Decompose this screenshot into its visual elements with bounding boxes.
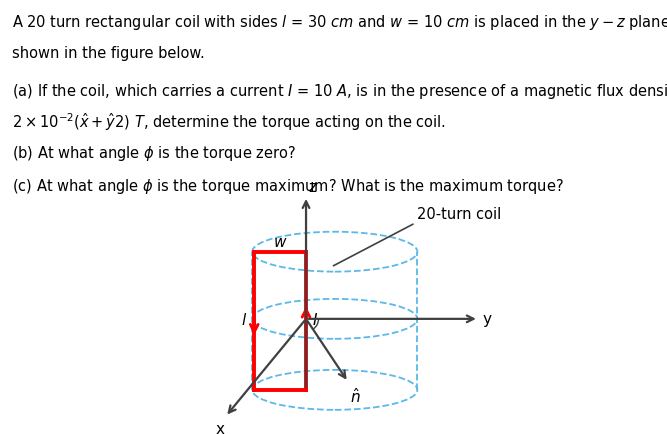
Text: $I$: $I$ xyxy=(311,311,318,327)
Text: (c) At what angle $\phi$ is the torque maximum? What is the maximum torque?: (c) At what angle $\phi$ is the torque m… xyxy=(12,177,564,196)
Text: shown in the figure below.: shown in the figure below. xyxy=(12,46,205,60)
Text: 20-turn coil: 20-turn coil xyxy=(418,207,502,221)
Text: $\hat{n}$: $\hat{n}$ xyxy=(350,386,361,405)
Text: A 20 turn rectangular coil with sides $l$ = 30 $cm$ and $w$ = 10 $cm$ is placed : A 20 turn rectangular coil with sides $l… xyxy=(12,13,667,32)
Text: $2 \times 10^{-2}(\hat{x} + \hat{y}2)$ $T$, determine the torque acting on the c: $2 \times 10^{-2}(\hat{x} + \hat{y}2)$ $… xyxy=(12,111,446,133)
Text: $l$: $l$ xyxy=(241,311,247,327)
Text: (b) At what angle $\phi$ is the torque zero?: (b) At what angle $\phi$ is the torque z… xyxy=(12,144,296,163)
Text: x: x xyxy=(215,421,224,434)
Text: y: y xyxy=(483,312,492,327)
Text: z: z xyxy=(309,180,317,195)
Text: $w$: $w$ xyxy=(273,234,287,249)
Text: (a) If the coil, which carries a current $I$ = 10 $A$, is in the presence of a m: (a) If the coil, which carries a current… xyxy=(12,79,667,102)
